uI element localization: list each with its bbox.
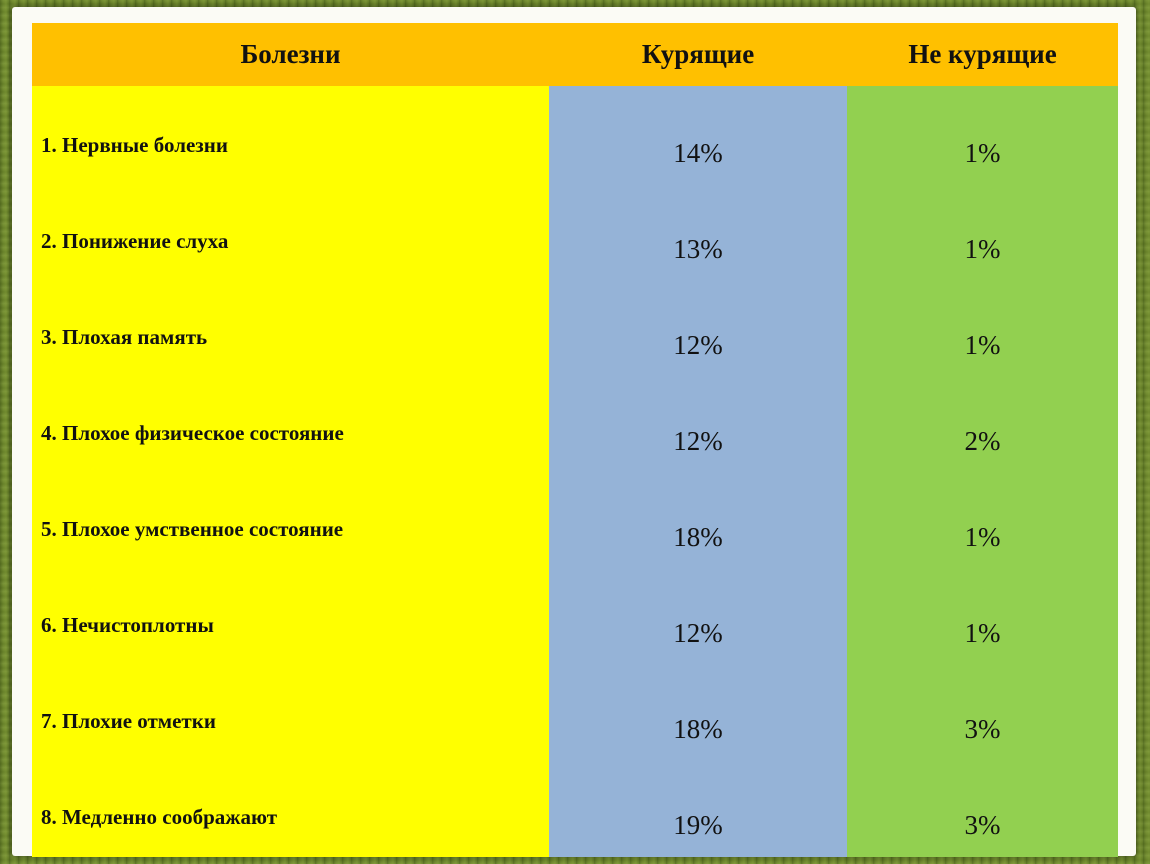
- nonsmokers-value: 1%: [964, 138, 1001, 168]
- header-smokers: Курящие: [641, 39, 755, 69]
- nonsmokers-value: 1%: [964, 618, 1001, 648]
- disease-label: 1. Нервные болезни: [41, 133, 228, 157]
- smokers-column: [549, 86, 847, 857]
- table-row: 4. Плохое физическое состояние 12% 2%: [32, 374, 1118, 470]
- nonsmokers-value: 3%: [964, 714, 1001, 744]
- nonsmokers-value: 1%: [964, 234, 1001, 264]
- table-header-row: Болезни Курящие Не курящие: [32, 23, 1118, 86]
- nonsmokers-value: 2%: [964, 426, 1001, 456]
- table-row: 2. Понижение слуха 13% 1%: [32, 182, 1118, 278]
- smokers-value: 19%: [673, 810, 723, 840]
- nonsmokers-value: 1%: [964, 330, 1001, 360]
- slide: Болезни Курящие Не курящие 1. Нервные бо…: [12, 7, 1136, 857]
- diseases-column: [32, 86, 549, 857]
- table-row: 1. Нервные болезни 14% 1%: [32, 86, 1118, 182]
- smokers-value: 18%: [673, 714, 723, 744]
- nonsmokers-column: [847, 86, 1118, 857]
- table-row: 8. Медленно соображают 19% 3%: [32, 758, 1118, 854]
- header-nonsmokers: Не курящие: [908, 39, 1057, 69]
- disease-label: 7. Плохие отметки: [41, 709, 216, 733]
- table-row: 5. Плохое умственное состояние 18% 1%: [32, 470, 1118, 566]
- smokers-value: 18%: [673, 522, 723, 552]
- table-row: 3. Плохая память 12% 1%: [32, 278, 1118, 374]
- disease-label: 3. Плохая память: [41, 325, 208, 349]
- table-row: 7. Плохие отметки 18% 3%: [32, 662, 1118, 758]
- disease-label: 5. Плохое умственное состояние: [41, 517, 344, 541]
- nonsmokers-value: 3%: [964, 810, 1001, 840]
- disease-label: 2. Понижение слуха: [41, 229, 229, 253]
- smokers-value: 13%: [673, 234, 723, 264]
- disease-label: 4. Плохое физическое состояние: [41, 421, 344, 445]
- smoking-diseases-table: Болезни Курящие Не курящие 1. Нервные бо…: [32, 23, 1118, 857]
- smokers-value: 14%: [673, 138, 723, 168]
- disease-label: 6. Нечистоплотны: [41, 613, 214, 637]
- smokers-value: 12%: [673, 330, 723, 360]
- smokers-value: 12%: [673, 426, 723, 456]
- disease-label: 8. Медленно соображают: [41, 805, 278, 829]
- smokers-value: 12%: [673, 618, 723, 648]
- header-diseases: Болезни: [240, 39, 341, 69]
- table-row: 6. Нечистоплотны 12% 1%: [32, 566, 1118, 662]
- nonsmokers-value: 1%: [964, 522, 1001, 552]
